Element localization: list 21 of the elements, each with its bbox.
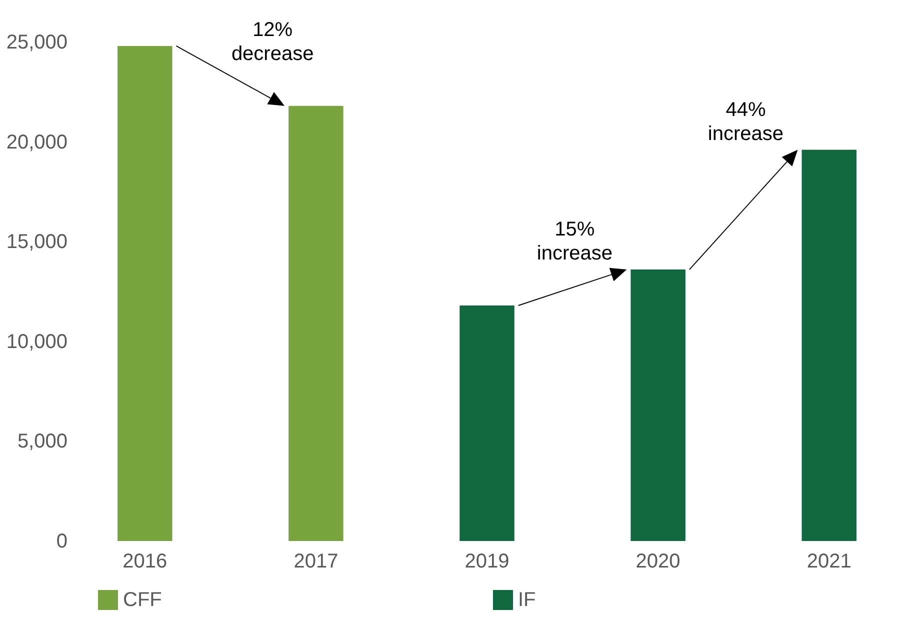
bar [288,106,344,541]
x-tick-label: 2021 [806,550,852,572]
legend-label: CFF [123,589,162,611]
x-tick-label: 2017 [294,550,338,572]
bar [118,46,172,541]
bar [460,305,514,541]
y-tick-label: 15,000 [6,231,68,254]
bar [802,150,856,541]
x-tick-label: 2020 [636,550,680,572]
legend-label: IF [518,589,536,611]
annotation: 44% increase [708,98,784,145]
y-tick-label: 5,000 [17,430,68,453]
bar [630,270,686,541]
y-tick-label: 0 [56,530,68,552]
y-tick-label: 20,000 [6,131,68,154]
x-tick-label: 2016 [122,550,168,572]
x-tick-label: 2019 [464,550,510,572]
y-tick-label: 25,000 [6,32,68,54]
y-tick-label: 10,000 [6,330,68,353]
annotation: 12% decrease [231,18,314,65]
annotation: 15% increase [536,218,612,265]
